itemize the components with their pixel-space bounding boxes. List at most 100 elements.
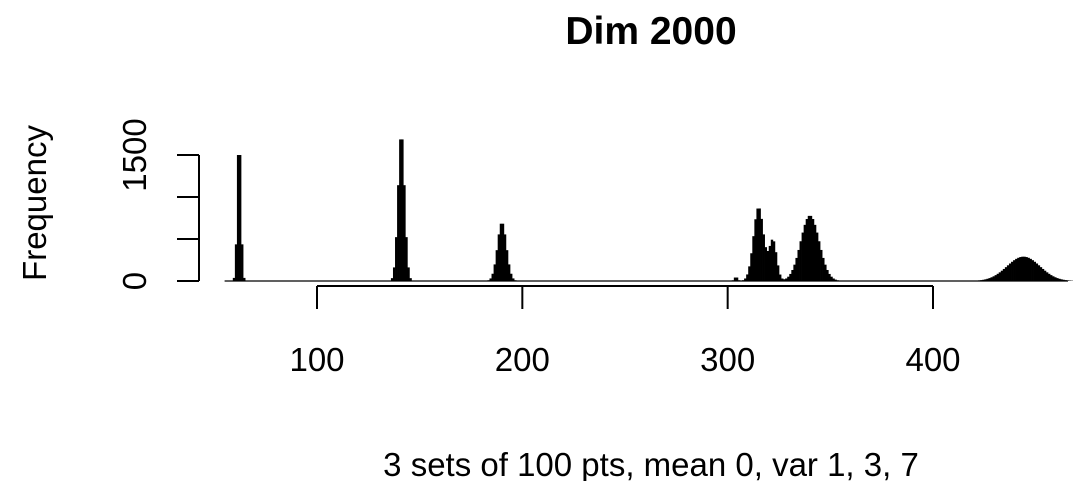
histogram-bar [803, 224, 807, 281]
histogram-bar [491, 273, 494, 281]
histogram-bar [1008, 263, 1012, 281]
histogram-bar [1037, 265, 1041, 281]
histogram-bar [770, 239, 774, 281]
histogram-bar [489, 278, 492, 281]
x-tick-label: 300 [700, 341, 755, 378]
histogram-bar [820, 249, 823, 281]
histogram-bars [224, 139, 1073, 282]
histogram-bar [407, 267, 410, 281]
histogram-bar [1019, 257, 1022, 281]
histogram-bar [744, 278, 747, 281]
histogram-bar [818, 241, 821, 281]
histogram-bar [793, 264, 796, 281]
histogram-bar [1060, 279, 1063, 281]
histogram-bar [781, 278, 784, 281]
y-tick-label: 1500 [116, 118, 153, 191]
histogram-bar [1015, 258, 1018, 281]
histogram-bar [756, 208, 759, 281]
histogram-bar [774, 252, 778, 281]
histogram-bar [241, 244, 244, 281]
histogram-bar [503, 234, 507, 281]
histogram-bar [1056, 278, 1059, 281]
histogram-bar [795, 257, 798, 281]
histogram-bar [1054, 277, 1057, 281]
histogram-bar [988, 278, 991, 281]
histogram-bar [746, 274, 749, 281]
histogram-bar [992, 276, 995, 281]
histogram-bar [1035, 263, 1039, 281]
histogram-bar [772, 241, 776, 281]
histogram-bar [1050, 275, 1053, 281]
histogram-bar [1004, 267, 1008, 281]
x-axis-label: 3 sets of 100 pts, mean 0, var 1, 3, 7 [383, 446, 919, 481]
histogram-bar [776, 265, 780, 281]
histogram-bar [815, 232, 819, 281]
histogram-bar [990, 277, 993, 281]
histogram-bar [1000, 270, 1004, 281]
histogram-bar [984, 279, 987, 281]
histogram-bar [766, 251, 770, 281]
histogram-bar [1031, 260, 1034, 281]
histogram-bar [1045, 272, 1049, 281]
y-axis: 0 1500 [116, 118, 200, 290]
histogram-bar [505, 250, 509, 281]
histogram-bar [783, 279, 786, 281]
histogram-bar [1013, 260, 1016, 281]
histogram-bar [801, 232, 804, 281]
histogram-bar [733, 277, 737, 281]
histogram-bar [1043, 270, 1047, 281]
histogram-bar [507, 264, 511, 281]
chart-title: Dim 2000 [565, 10, 736, 53]
histogram-bar [238, 155, 242, 281]
histogram-bar [754, 219, 757, 281]
histogram-bar [762, 234, 765, 281]
histogram-bar [982, 279, 985, 281]
histogram-bar [785, 278, 788, 281]
histogram-bar [1039, 267, 1043, 281]
histogram-bar [996, 273, 1000, 281]
histogram-bar [1002, 268, 1006, 281]
histogram-bar [1058, 278, 1061, 281]
histogram-bar [791, 269, 794, 281]
histogram-bar [830, 276, 833, 281]
histogram-bar [822, 257, 825, 281]
histogram-bar [764, 247, 768, 281]
x-tick-label: 400 [905, 341, 960, 378]
histogram-bar [403, 185, 406, 281]
histogram-bar [805, 219, 809, 281]
histogram-bar [390, 278, 394, 281]
histogram-bar [1027, 257, 1030, 281]
histogram-bar [401, 139, 404, 281]
histogram-bar [750, 253, 753, 281]
histogram-bar [1052, 276, 1055, 281]
y-axis-label: Frequency [16, 125, 53, 281]
histogram-bar [1047, 273, 1051, 281]
y-tick-label: 0 [116, 272, 153, 290]
histogram-bar [397, 185, 400, 281]
histogram-bar [998, 272, 1002, 281]
histogram-bar [512, 278, 515, 281]
histogram-bar [826, 269, 829, 281]
histogram-bar [234, 244, 238, 281]
histogram-bar [236, 155, 240, 281]
histogram-bar [1062, 279, 1065, 281]
histogram-bar [405, 237, 408, 281]
histogram-bar [834, 279, 837, 281]
histogram-bar [499, 223, 503, 281]
histogram-bar [1025, 257, 1028, 281]
histogram-bar [752, 236, 755, 281]
histogram-bar [735, 277, 739, 281]
histogram-bar [809, 215, 813, 281]
histogram-bar [799, 241, 802, 281]
histogram-bar [758, 208, 761, 281]
histogram-bar [828, 273, 831, 281]
x-tick-label: 200 [495, 341, 550, 378]
histogram-bar [510, 273, 513, 281]
histogram-bar [409, 278, 412, 281]
histogram-bar [748, 266, 751, 281]
histogram-bar [768, 245, 772, 281]
histogram-bar [1021, 256, 1024, 281]
histogram-bar [994, 275, 997, 281]
